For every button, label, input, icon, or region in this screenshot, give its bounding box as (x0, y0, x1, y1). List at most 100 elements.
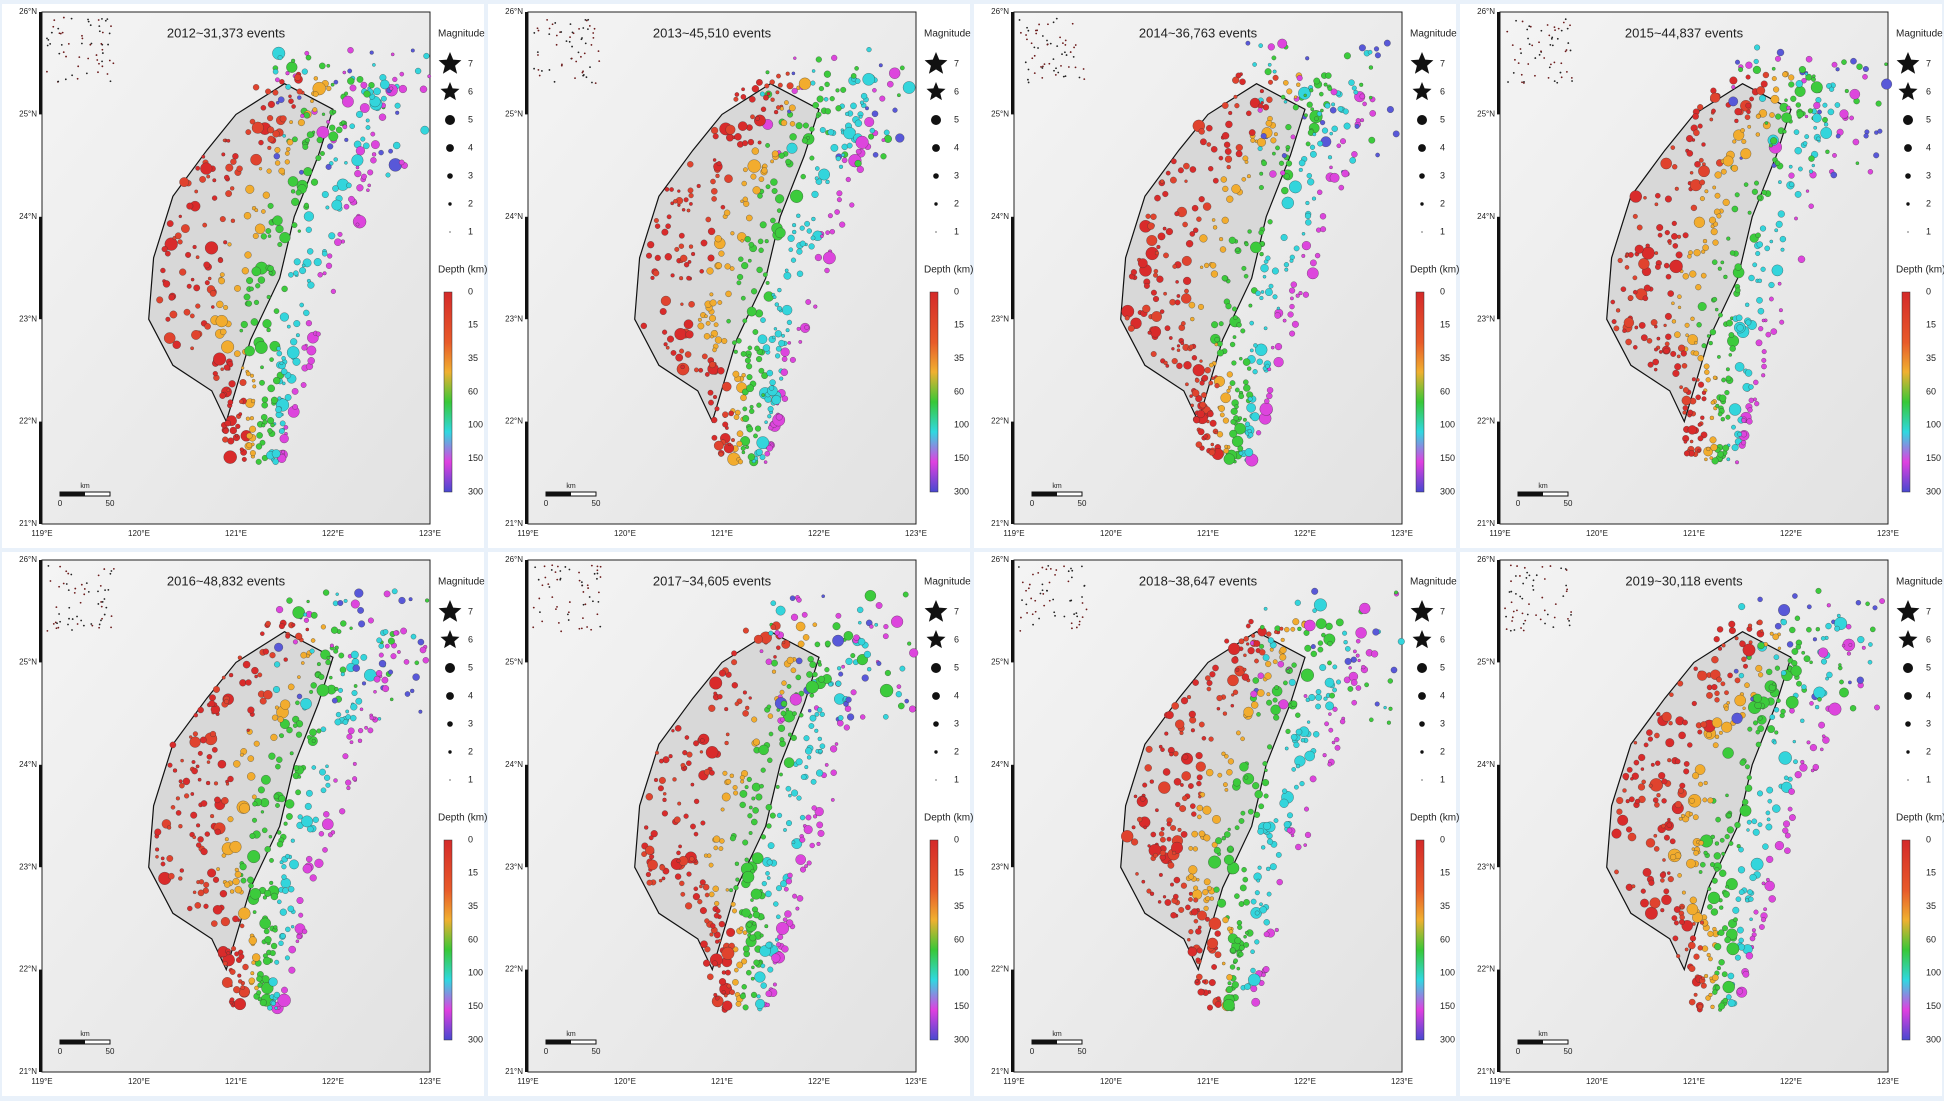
event-dot (1783, 130, 1787, 134)
event-dot (714, 913, 719, 918)
fault-dot (571, 46, 573, 48)
fault-dot (1555, 603, 1557, 605)
event-dot (271, 397, 278, 404)
event-dot (1179, 805, 1186, 812)
event-dot (1242, 674, 1249, 681)
event-dot (1671, 146, 1675, 150)
fault-dot (1076, 615, 1078, 617)
event-dot (1704, 851, 1708, 855)
fault-dot (552, 23, 554, 25)
fault-dot (1026, 27, 1028, 29)
event-dot (282, 888, 288, 894)
event-dot (1193, 886, 1198, 891)
event-dot (1330, 132, 1333, 135)
event-dot (788, 794, 791, 797)
event-dot (366, 119, 370, 123)
event-dot (1668, 291, 1674, 297)
fault-dot (542, 584, 544, 586)
event-dot (757, 267, 763, 273)
event-dot (739, 927, 743, 931)
lon-label: 122°E (1780, 529, 1802, 538)
event-dot (1672, 164, 1677, 169)
event-dot (1247, 174, 1251, 178)
event-dot (759, 248, 764, 253)
fault-dot (575, 61, 577, 63)
event-dot (1711, 228, 1718, 235)
event-dot (354, 170, 361, 177)
event-dot (1181, 294, 1191, 304)
event-dot (317, 684, 329, 696)
event-dot (368, 184, 371, 187)
event-dot (770, 380, 776, 386)
magnitude-circle (934, 202, 937, 205)
event-dot (267, 295, 271, 299)
event-dot (1781, 248, 1785, 252)
event-dot (1762, 319, 1765, 322)
event-dot (1258, 146, 1263, 151)
event-dot (1735, 637, 1739, 641)
event-dot (1728, 999, 1735, 1006)
event-dot (1680, 783, 1686, 789)
event-dot (1211, 964, 1216, 969)
event-dot (1772, 67, 1775, 70)
event-dot (743, 628, 749, 634)
event-dot (1686, 859, 1695, 868)
event-dot (1745, 115, 1750, 120)
depth-label: 15 (954, 320, 964, 330)
event-dot (1666, 738, 1675, 747)
event-dot (1783, 821, 1790, 828)
event-dot (1698, 355, 1704, 361)
event-dot (1183, 222, 1188, 227)
fault-dot (1533, 579, 1535, 581)
scale-unit: km (1052, 483, 1062, 490)
event-dot (1746, 75, 1751, 80)
event-dot (1177, 344, 1180, 347)
event-dot (1736, 315, 1742, 321)
event-dot (326, 120, 330, 124)
lon-label: 121°E (1683, 1077, 1705, 1086)
fault-dot (1066, 54, 1068, 56)
event-dot (1672, 319, 1676, 323)
event-dot (1715, 691, 1720, 696)
event-dot (1369, 96, 1372, 99)
event-dot (289, 860, 298, 869)
event-dot (240, 329, 243, 332)
event-dot (1338, 106, 1343, 111)
event-dot (1689, 271, 1696, 278)
event-dot (750, 115, 754, 119)
event-dot (1756, 742, 1761, 747)
fault-dot (1565, 18, 1567, 20)
event-dot (306, 227, 312, 233)
fault-dot (582, 617, 584, 619)
fault-dot (546, 19, 548, 21)
event-dot (733, 785, 738, 790)
event-dot (319, 769, 325, 775)
depth-label: 100 (954, 968, 969, 978)
event-dot (258, 787, 265, 794)
fault-dot (554, 81, 556, 83)
event-dot (1671, 302, 1674, 305)
event-dot (1211, 443, 1214, 446)
event-dot (1745, 303, 1749, 307)
fault-dot (1050, 43, 1052, 45)
event-dot (676, 851, 680, 855)
event-dot (679, 881, 684, 886)
event-dot (1263, 822, 1271, 830)
event-dot (1647, 338, 1652, 343)
event-dot (883, 634, 888, 639)
event-dot (1313, 731, 1319, 737)
event-dot (229, 380, 236, 387)
event-dot (208, 277, 211, 280)
event-dot (703, 884, 709, 890)
event-dot (1768, 799, 1772, 803)
event-dot (776, 646, 780, 650)
event-dot (1181, 321, 1185, 325)
event-dot (1178, 828, 1182, 832)
event-dot (1180, 783, 1183, 786)
event-dot (279, 168, 285, 174)
event-dot (1158, 233, 1165, 240)
event-dot (222, 153, 226, 157)
event-dot (239, 679, 246, 686)
event-dot (1723, 748, 1734, 759)
event-dot (704, 315, 707, 318)
